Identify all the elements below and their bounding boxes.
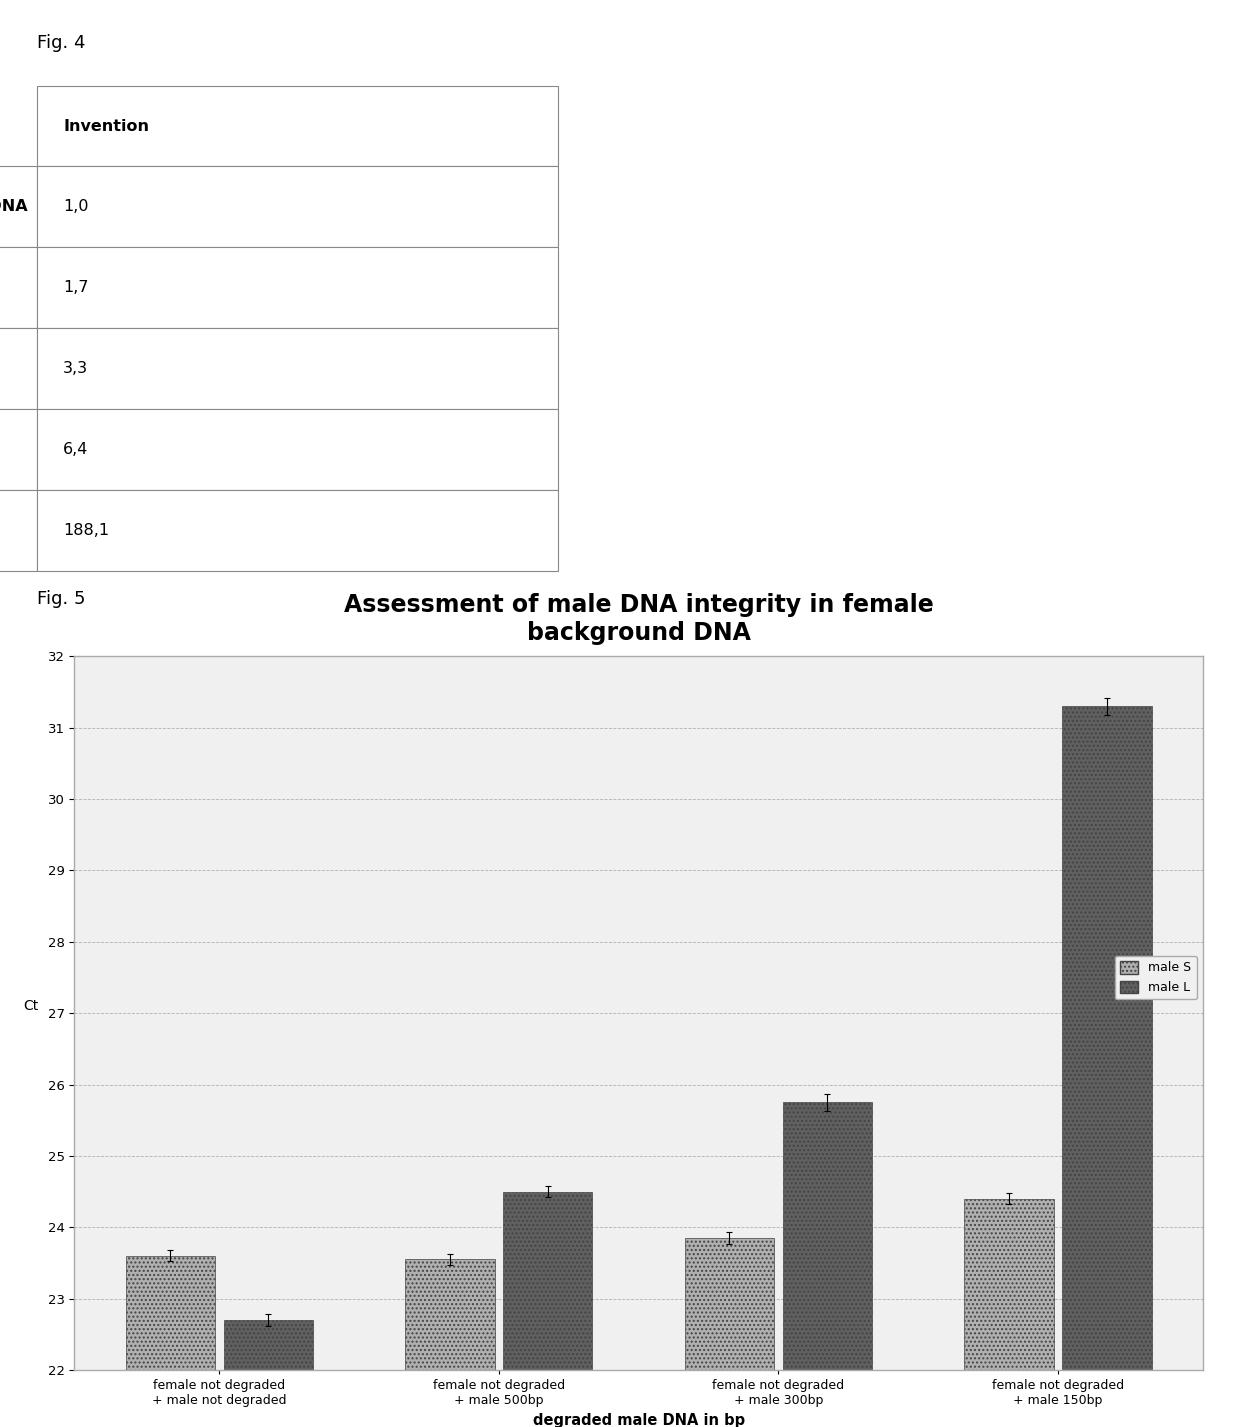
Bar: [503, 1192, 593, 1370]
Bar: [1063, 706, 1152, 1370]
Bar: [125, 1256, 215, 1370]
Bar: [223, 1320, 312, 1370]
Y-axis label: Ct: Ct: [24, 999, 38, 1013]
X-axis label: degraded male DNA in bp: degraded male DNA in bp: [532, 1413, 745, 1427]
Title: Assessment of male DNA integrity in female
background DNA: Assessment of male DNA integrity in fema…: [343, 594, 934, 645]
Bar: [782, 1102, 872, 1370]
Bar: [684, 1237, 774, 1370]
Text: Fig. 4: Fig. 4: [37, 34, 86, 51]
Legend: male S, male L: male S, male L: [1115, 956, 1197, 999]
Bar: [405, 1259, 495, 1370]
Text: Fig. 5: Fig. 5: [37, 591, 86, 608]
Bar: [965, 1199, 1054, 1370]
